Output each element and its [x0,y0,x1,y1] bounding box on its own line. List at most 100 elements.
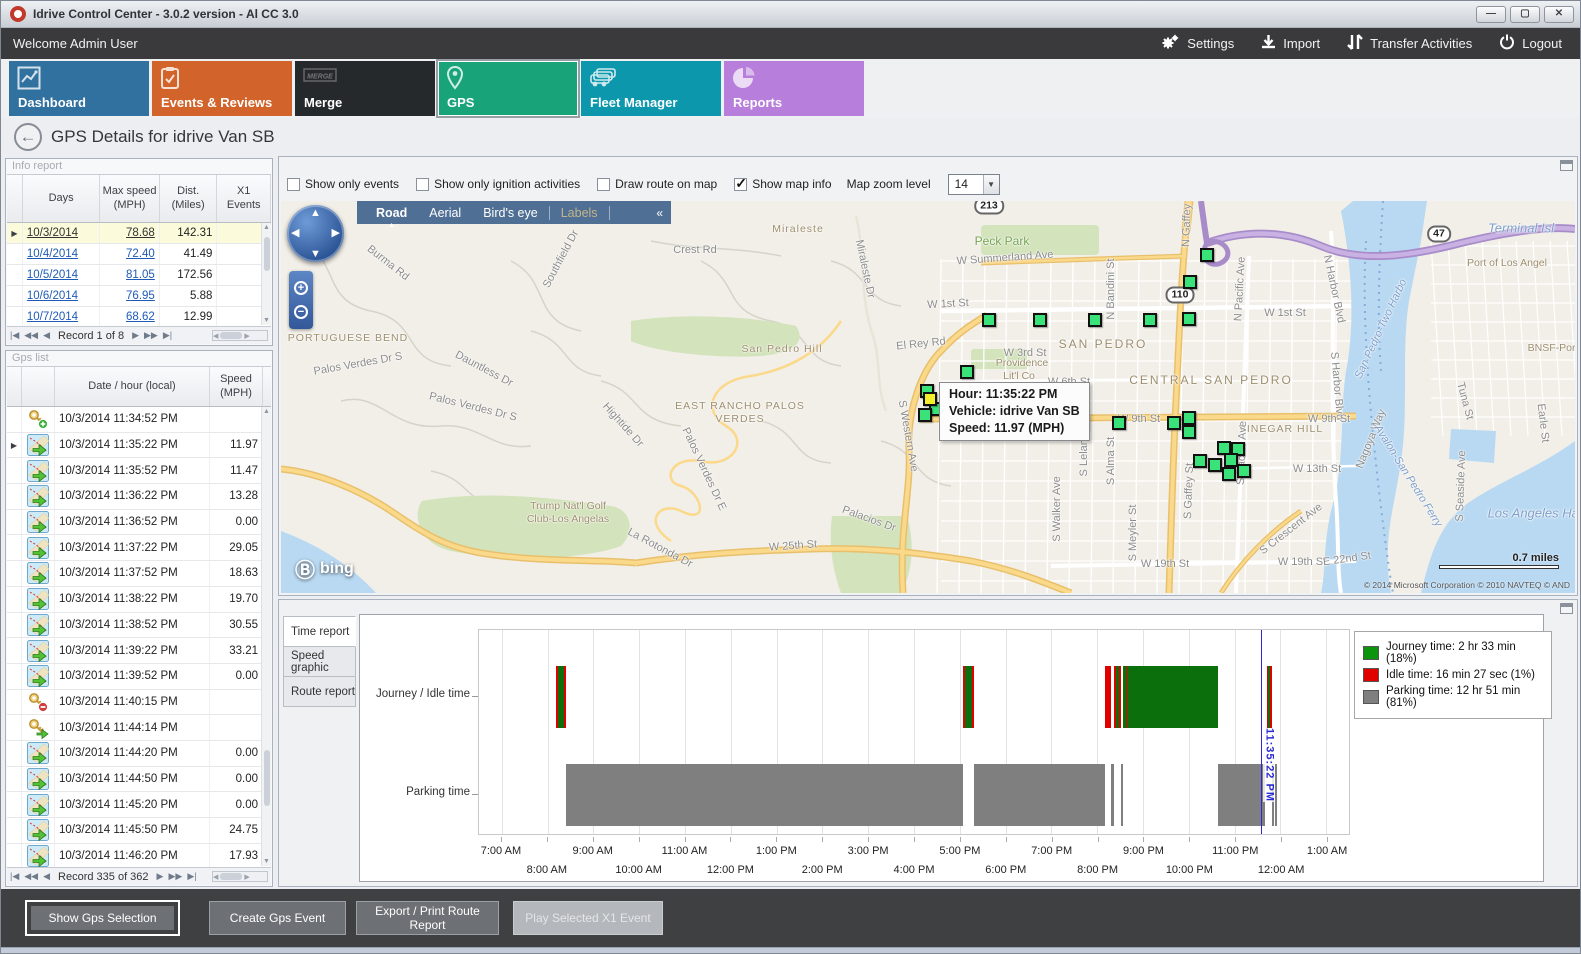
chart-tab-route-report[interactable]: Route report [283,676,356,707]
tab-gps[interactable]: GPS [436,59,580,118]
chart-tab-speed-graphic[interactable]: Speed graphic [283,646,356,677]
map-zoom-level-select[interactable]: 14 ▼ [947,173,1000,195]
tab-reports[interactable]: Reports [724,61,864,116]
days-link[interactable]: 10/6/2014 [26,290,79,302]
pager-prev-page-icon[interactable]: ◀◀ [24,871,39,881]
pan-left-icon[interactable]: ◀ [291,227,300,239]
days-cell[interactable]: 10/4/2014 [23,244,101,264]
gps-row[interactable]: ▶ 10/3/2014 11:35:22 PM 11.97 [7,432,271,459]
days-cell[interactable]: 10/6/2014 [23,286,101,306]
info-report-scrollbar[interactable]: ▲ ▼ [261,223,271,325]
table-row[interactable]: 10/4/2014 72.40 41.49 [7,244,271,265]
gps-row[interactable]: 10/3/2014 11:44:50 PM 0.00 [7,766,271,793]
show-gps-selection-button[interactable]: Show Gps Selection [26,901,179,935]
gps-row[interactable]: 10/3/2014 11:34:52 PM [7,407,271,433]
map-style-road[interactable]: Road [365,206,418,220]
gps-marker[interactable] [1222,467,1236,481]
settings-button[interactable]: Settings [1160,34,1234,53]
tab-merge[interactable]: MERGE Merge [295,61,435,116]
tab-dashboard[interactable]: Dashboard [9,61,149,116]
gps-row[interactable]: 10/3/2014 11:38:52 PM 30.55 [7,612,271,639]
gps-marker[interactable] [918,408,932,422]
table-row[interactable]: ▶ 10/3/2014 78.68 142.31 [7,223,271,244]
gps-marker[interactable] [1033,313,1047,327]
checkbox-show-only-events[interactable]: Show only events [287,177,399,191]
gps-row[interactable]: 10/3/2014 11:40:15 PM [7,689,271,716]
pager-hscrollbar[interactable]: ◀ ▶ [212,330,268,341]
max-speed-cell[interactable]: 76.95 [100,286,160,306]
gps-row[interactable]: 10/3/2014 11:35:52 PM 11.47 [7,458,271,485]
maximize-button[interactable]: ▢ [1510,5,1540,23]
gps-marker[interactable] [1231,442,1245,456]
gps-row[interactable]: 10/3/2014 11:44:14 PM [7,715,271,741]
pager-next-icon[interactable]: ▶ [132,330,139,340]
pager-next-page-icon[interactable]: ▶▶ [168,871,183,881]
max-speed-cell[interactable]: 78.68 [100,223,160,243]
selected-gps-marker[interactable] [923,392,937,406]
table-row[interactable]: 10/5/2014 81.05 172.56 [7,265,271,286]
gps-row[interactable]: 10/3/2014 11:38:22 PM 19.70 [7,586,271,613]
pager-next-icon[interactable]: ▶ [156,871,164,881]
checkbox-box[interactable] [416,177,430,191]
pan-right-icon[interactable]: ▶ [331,227,340,239]
gps-marker[interactable] [1167,416,1181,430]
gps-marker[interactable] [1208,458,1222,472]
panel-maximize-icon[interactable] [1560,160,1573,171]
days-link[interactable]: 10/5/2014 [26,269,79,281]
gps-marker[interactable] [960,365,974,379]
gps-marker[interactable] [1143,313,1157,327]
gps-marker[interactable] [1182,425,1196,439]
gps-marker[interactable] [1200,248,1214,262]
transfer-activities-button[interactable]: Transfer Activities [1347,34,1472,53]
pan-up-icon[interactable]: ▲ [310,207,321,219]
table-row[interactable]: 10/6/2014 76.95 5.88 [7,286,271,307]
tab-fleet-manager[interactable]: Fleet Manager [581,61,721,116]
days-link[interactable]: 10/7/2014 [26,311,79,323]
bing-map[interactable]: Miraleste Peck Park W Summerland Ave Crest … [281,201,1575,593]
max-speed-link[interactable]: 68.62 [126,311,155,323]
checkbox-show-map-info[interactable]: ✓ Show map info [734,175,832,191]
max-speed-link[interactable]: 81.05 [126,269,155,281]
checkbox-box[interactable]: ✓ [734,175,748,191]
max-speed-link[interactable]: 78.68 [126,227,155,239]
gps-marker[interactable] [1112,416,1126,430]
days-link[interactable]: 10/3/2014 [26,227,79,239]
gps-row[interactable]: 10/3/2014 11:45:50 PM 24.75 [7,818,271,844]
gps-row[interactable]: 10/3/2014 11:46:20 PM 17.93 [7,843,271,870]
time-cursor[interactable] [1261,630,1263,834]
back-button[interactable]: ← [14,123,42,151]
gps-marker[interactable] [1182,411,1196,425]
map-style-bird-s-eye[interactable]: Bird's eye [483,205,538,220]
checkbox-show-only-ignition-activities[interactable]: Show only ignition activities [416,177,580,191]
gps-row[interactable]: 10/3/2014 11:36:52 PM 0.00 [7,509,271,536]
map-compass-control[interactable]: ▲ ▼ ◀ ▶ [287,205,344,262]
gps-row[interactable]: 10/3/2014 11:36:22 PM 13.28 [7,484,271,510]
pager-first-icon[interactable]: |◀ [10,330,20,340]
chevron-down-icon[interactable]: ▼ [982,174,999,194]
gps-marker[interactable] [982,313,996,327]
toolbar-collapse-icon[interactable]: « [656,205,663,220]
zoom-out-icon[interactable]: − [294,305,308,319]
max-speed-link[interactable]: 76.95 [126,290,155,302]
max-speed-link[interactable]: 72.40 [126,248,155,260]
pager-next-page-icon[interactable]: ▶▶ [144,330,158,340]
logout-button[interactable]: Logout [1499,34,1562,53]
close-button[interactable]: ✕ [1544,5,1574,23]
gps-list-scrollbar[interactable]: ▲ ▼ [261,407,271,866]
pan-down-icon[interactable]: ▼ [310,248,321,260]
max-speed-cell[interactable]: 68.62 [100,307,160,327]
days-link[interactable]: 10/4/2014 [26,248,79,260]
create-gps-event-button[interactable]: Create Gps Event [209,901,346,935]
map-style-aerial[interactable]: Aerial [429,205,462,220]
export-print-route-report-button[interactable]: Export / Print Route Report [356,901,499,935]
days-cell[interactable]: 10/5/2014 [23,265,101,285]
gps-row[interactable]: 10/3/2014 11:39:52 PM 0.00 [7,663,271,690]
max-speed-cell[interactable]: 81.05 [100,265,160,285]
table-row[interactable]: 10/7/2014 68.62 12.99 [7,307,271,328]
pager-prev-icon[interactable]: ◀ [43,330,51,340]
minimize-button[interactable]: — [1476,5,1506,23]
panel-maximize-icon[interactable] [1560,603,1573,614]
gps-row[interactable]: 10/3/2014 11:37:52 PM 18.63 [7,561,271,587]
gps-row[interactable]: 10/3/2014 11:45:20 PM 0.00 [7,792,271,818]
gps-marker[interactable] [1183,275,1197,289]
